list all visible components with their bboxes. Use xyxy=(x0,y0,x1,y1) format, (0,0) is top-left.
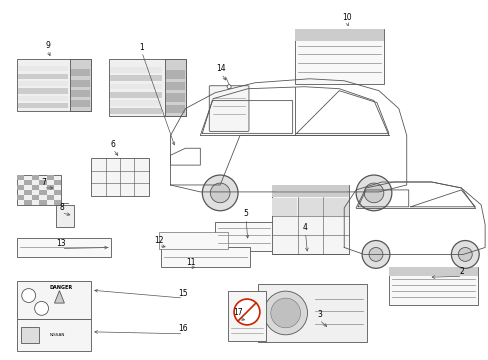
Bar xyxy=(24,200,32,205)
Bar xyxy=(71,80,89,87)
Bar xyxy=(17,281,91,319)
Circle shape xyxy=(226,85,231,89)
Polygon shape xyxy=(54,291,64,303)
FancyBboxPatch shape xyxy=(209,86,248,131)
Text: NISSAN: NISSAN xyxy=(50,333,65,337)
Bar xyxy=(18,96,68,101)
Text: 10: 10 xyxy=(342,13,351,22)
Bar xyxy=(294,29,383,84)
Bar xyxy=(110,67,162,73)
Bar xyxy=(110,84,162,89)
Text: 2: 2 xyxy=(459,267,464,276)
Bar xyxy=(39,190,46,195)
Bar xyxy=(17,175,61,205)
Bar xyxy=(158,231,228,249)
Bar xyxy=(165,94,184,102)
Bar xyxy=(110,108,162,114)
Bar xyxy=(110,100,162,106)
Bar xyxy=(39,180,46,185)
Bar xyxy=(165,105,184,113)
Bar xyxy=(24,180,32,185)
Bar xyxy=(46,175,54,180)
Bar xyxy=(20,327,39,343)
Text: 16: 16 xyxy=(178,324,188,333)
Bar xyxy=(71,90,89,97)
Bar xyxy=(91,158,148,196)
Bar xyxy=(271,185,348,198)
Bar xyxy=(18,81,68,86)
Bar xyxy=(32,185,39,190)
Bar xyxy=(164,59,186,117)
Text: 7: 7 xyxy=(41,179,46,188)
Bar xyxy=(46,195,54,200)
Bar xyxy=(165,71,184,78)
Bar xyxy=(39,200,46,205)
Text: 8: 8 xyxy=(59,203,63,212)
Text: 5: 5 xyxy=(243,209,248,218)
Text: DANGER: DANGER xyxy=(50,285,73,290)
Bar xyxy=(32,195,39,200)
Text: 6: 6 xyxy=(110,140,115,149)
Circle shape xyxy=(361,240,389,268)
Text: 12: 12 xyxy=(154,236,163,245)
Bar xyxy=(257,284,366,342)
Text: 15: 15 xyxy=(178,289,188,298)
Bar xyxy=(18,103,68,108)
Bar xyxy=(109,59,186,117)
Bar xyxy=(323,198,348,216)
Bar xyxy=(388,267,477,305)
Circle shape xyxy=(202,175,238,211)
Text: 11: 11 xyxy=(186,258,196,267)
Text: 14: 14 xyxy=(216,64,225,73)
Bar xyxy=(215,222,272,251)
Bar xyxy=(228,291,265,341)
Circle shape xyxy=(368,247,382,261)
Bar xyxy=(24,190,32,195)
Text: 9: 9 xyxy=(45,41,50,50)
Text: 3: 3 xyxy=(316,310,321,319)
Circle shape xyxy=(450,240,478,268)
Circle shape xyxy=(21,289,36,302)
Circle shape xyxy=(355,175,391,211)
Circle shape xyxy=(457,247,471,261)
Text: 4: 4 xyxy=(303,223,307,232)
Bar xyxy=(18,74,68,79)
Bar xyxy=(71,69,89,76)
Bar xyxy=(271,185,348,255)
Bar xyxy=(56,205,74,227)
Bar xyxy=(161,247,249,267)
Bar xyxy=(17,175,24,180)
Circle shape xyxy=(234,299,259,325)
Bar xyxy=(32,175,39,180)
Circle shape xyxy=(35,301,48,315)
Bar xyxy=(272,198,297,216)
Text: 1: 1 xyxy=(139,42,144,51)
Circle shape xyxy=(264,291,307,335)
Bar xyxy=(17,59,91,111)
Bar xyxy=(17,195,24,200)
Circle shape xyxy=(270,298,300,328)
Bar xyxy=(54,200,61,205)
Circle shape xyxy=(364,183,383,203)
Bar xyxy=(70,59,91,111)
Bar xyxy=(165,82,184,90)
Bar xyxy=(388,267,477,276)
Circle shape xyxy=(210,183,229,203)
Bar xyxy=(17,319,91,351)
Bar xyxy=(110,75,162,81)
Text: 17: 17 xyxy=(233,309,243,318)
Bar xyxy=(54,190,61,195)
Text: 13: 13 xyxy=(57,239,66,248)
Bar xyxy=(17,238,111,257)
Bar xyxy=(17,185,24,190)
Bar xyxy=(18,66,68,72)
Bar xyxy=(46,185,54,190)
Bar xyxy=(71,100,89,107)
Bar xyxy=(18,89,68,94)
Bar xyxy=(54,180,61,185)
Bar xyxy=(110,92,162,98)
Bar xyxy=(294,29,383,41)
Bar xyxy=(298,198,322,216)
